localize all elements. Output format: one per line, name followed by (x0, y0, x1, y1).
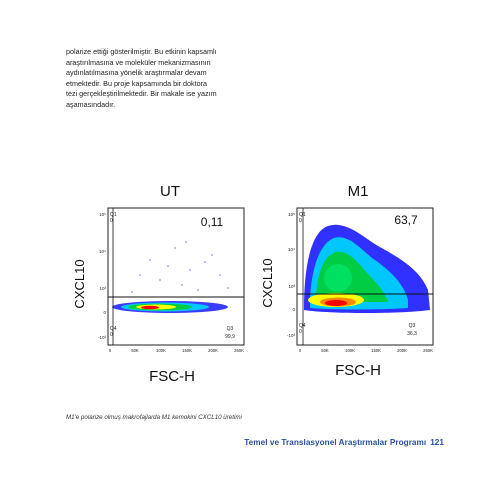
q4-label: Q4 (110, 326, 117, 332)
x-tick-label: 200K (397, 348, 407, 353)
panel-m1: M1 CXCL10 Q1 0 63,7 Q4 0 Q3 36,3 10⁵ 10⁴ (260, 183, 434, 379)
paragraph-line: tezi gerçekleştirilmektedir. Bir makale … (66, 89, 217, 99)
y-tick-label: 10⁴ (288, 247, 295, 252)
x-tick-label: 100K (156, 348, 166, 353)
plot-frame (296, 207, 434, 346)
paragraph-line: araştırılmasına ve moleküler mekanizması… (66, 57, 211, 67)
x-ticks: 0 50K 100K 150K 200K 250K (299, 348, 433, 353)
body-paragraph: polarize ettiği gösterilmiştir. Bu etkin… (66, 47, 246, 111)
x-ticks: 0 50K 100K 150K 200K 250K (109, 348, 244, 353)
y-tick-label: 10⁵ (99, 212, 106, 217)
q3-value: 36,3 (407, 331, 417, 337)
y-tick-label: 10⁵ (288, 212, 295, 217)
x-tick-label: 150K (371, 348, 381, 353)
y-tick-label: 0 (292, 307, 295, 312)
y-tick-label: 0 (103, 310, 106, 315)
q3-value: 99,9 (225, 334, 235, 340)
figure-caption: M1'e polarize olmuş makrofajlarda M1 kem… (66, 414, 242, 421)
q1-value: 0 (299, 218, 302, 224)
q3-label: Q3 (227, 326, 234, 332)
paragraph-line: polarize ettiği gösterilmiştir. Bu etkin… (66, 47, 217, 56)
q4-value: 0 (299, 329, 302, 335)
program-name: Temel ve Translasyonel Araştırmalar Prog… (244, 438, 427, 447)
sparse-events (131, 241, 229, 293)
q4-value: 0 (110, 332, 113, 338)
y-tick-label: 10⁴ (99, 249, 106, 254)
page-footer: Temel ve Translasyonel Araştırmalar Prog… (244, 438, 444, 447)
x-tick-label: 50K (321, 348, 329, 353)
x-tick-label: 100K (345, 348, 355, 353)
y-ticks: 10⁵ 10⁴ 10³ 0 -10³ (98, 212, 107, 340)
plot-frame (107, 207, 245, 346)
x-axis-label: FSC-H (149, 368, 195, 385)
paragraph-line: aşamasındadır. (66, 99, 116, 109)
y-axis-label: CXCL10 (72, 259, 87, 308)
page-number: 121 (430, 438, 444, 447)
y-tick-label: 10³ (288, 284, 295, 289)
q1-label: Q1 (299, 212, 306, 218)
y-tick-label: -10³ (98, 335, 107, 340)
density-cloud (112, 301, 228, 313)
q3-label: Q3 (409, 323, 416, 329)
x-tick-label: 200K (208, 348, 218, 353)
panel-title: UT (160, 183, 180, 200)
q1-value: 0 (110, 218, 113, 224)
x-tick-label: 150K (182, 348, 192, 353)
paragraph-line: etmektedir. Bu proje kapsamında bir dokt… (66, 78, 208, 88)
big-percent: 63,7 (394, 213, 418, 227)
y-tick-label: -10³ (287, 333, 296, 338)
big-percent: 0,11 (201, 215, 224, 229)
panel-ut: UT CXCL10 Q1 0 0, (72, 183, 245, 385)
q4-label: Q4 (299, 323, 306, 329)
x-tick-label: 0 (109, 348, 112, 353)
paragraph-line: aydınlatılmasına yönelik araştırmalar de… (66, 68, 207, 78)
y-ticks: 10⁵ 10⁴ 10³ 0 -10³ (287, 212, 296, 338)
x-tick-label: 50K (131, 348, 139, 353)
x-tick-label: 250K (423, 348, 433, 353)
density-cloud (304, 224, 430, 313)
q1-label: Q1 (110, 212, 117, 218)
x-tick-label: 0 (299, 348, 302, 353)
y-axis-label: CXCL10 (260, 258, 275, 307)
x-axis-label: FSC-H (335, 362, 381, 379)
y-tick-label: 10³ (99, 286, 106, 291)
panel-title: M1 (348, 183, 369, 200)
x-tick-label: 250K (234, 348, 244, 353)
